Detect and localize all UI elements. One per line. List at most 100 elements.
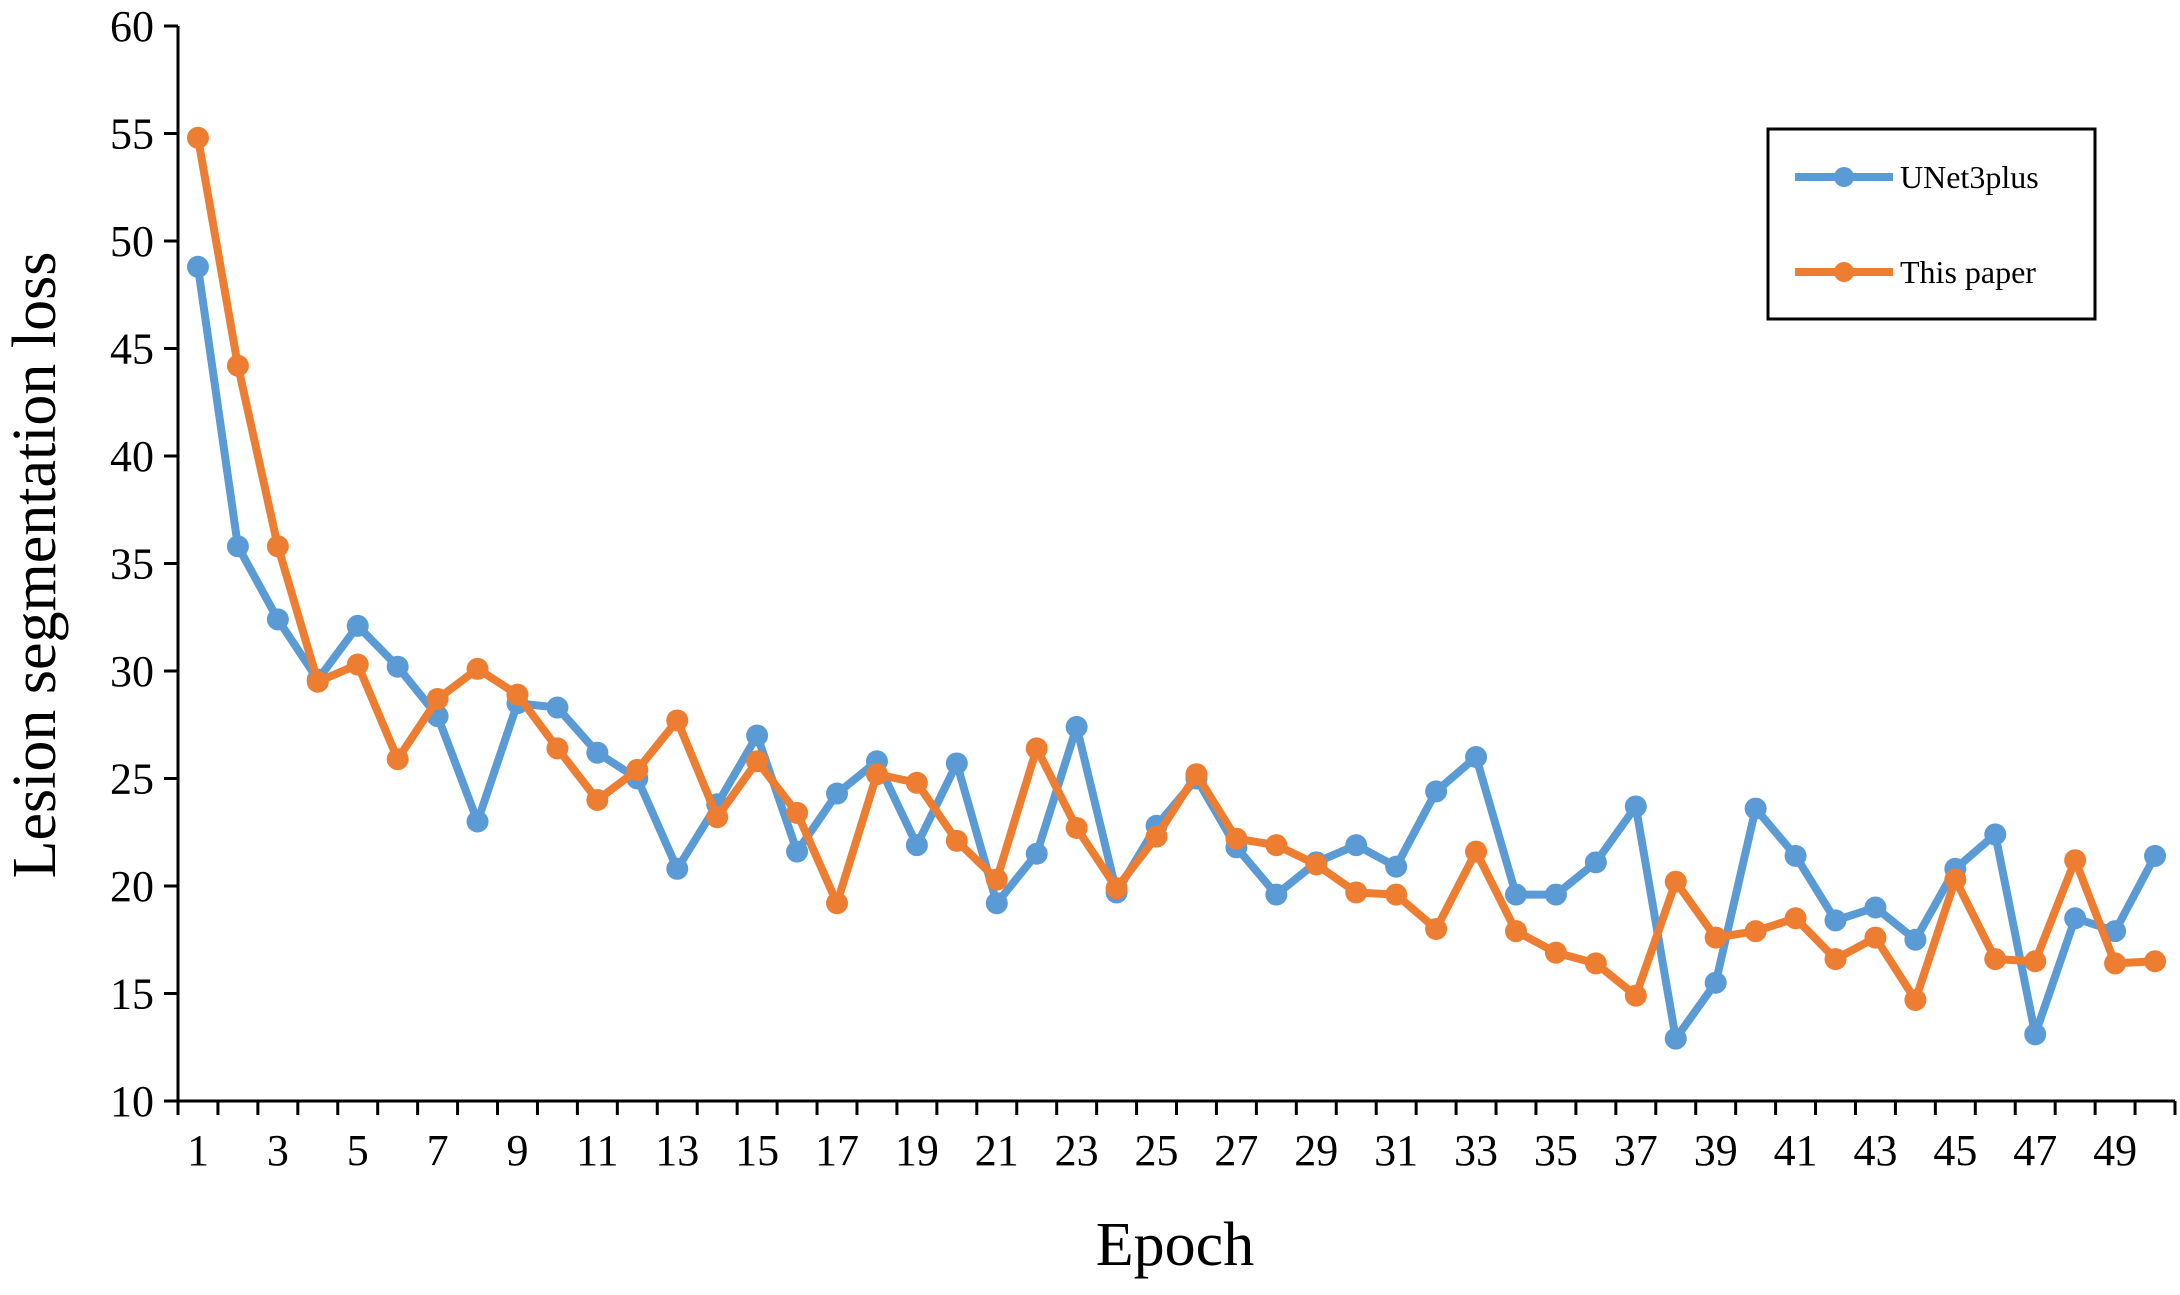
x-tick-label: 39 xyxy=(1694,1126,1738,1175)
y-tick-label: 10 xyxy=(110,1077,154,1126)
data-point-this-paper xyxy=(1265,834,1288,857)
data-point-this-paper xyxy=(226,354,249,377)
data-point-this-paper xyxy=(306,670,329,693)
data-point-this-paper xyxy=(1465,840,1488,863)
data-point-this-paper xyxy=(1824,948,1847,971)
data-point-this-paper xyxy=(386,748,409,771)
data-point-this-paper xyxy=(1385,883,1408,906)
x-tick-label: 25 xyxy=(1135,1126,1179,1175)
data-point-this-paper xyxy=(426,687,449,710)
x-tick-label: 37 xyxy=(1614,1126,1658,1175)
x-tick-label: 19 xyxy=(895,1126,939,1175)
data-point-this-paper xyxy=(865,763,888,786)
data-point-this-paper xyxy=(466,657,489,680)
data-point-unet3plus xyxy=(386,655,409,678)
x-tick-label: 1 xyxy=(187,1126,209,1175)
data-point-this-paper xyxy=(1664,870,1687,893)
x-tick-label: 7 xyxy=(427,1126,449,1175)
data-point-unet3plus xyxy=(186,255,209,278)
data-point-unet3plus xyxy=(1904,928,1927,951)
x-axis-title: Epoch xyxy=(1096,1211,1254,1279)
legend-marker-unet3plus xyxy=(1834,167,1854,187)
x-tick-label: 29 xyxy=(1294,1126,1338,1175)
x-tick-label: 21 xyxy=(975,1126,1019,1175)
data-point-unet3plus xyxy=(746,724,769,747)
x-tick-label: 13 xyxy=(655,1126,699,1175)
data-point-this-paper xyxy=(2144,950,2167,973)
data-point-this-paper xyxy=(1584,952,1607,975)
data-point-this-paper xyxy=(1425,918,1448,940)
series-this-paper xyxy=(186,126,2167,1011)
data-point-this-paper xyxy=(1145,825,1168,848)
y-tick-label: 35 xyxy=(110,540,154,589)
data-point-this-paper xyxy=(1984,948,2007,971)
data-point-unet3plus xyxy=(226,535,249,558)
x-tick-label: 47 xyxy=(2013,1126,2057,1175)
data-point-this-paper xyxy=(945,829,968,852)
data-point-this-paper xyxy=(1864,926,1887,949)
y-tick-label: 25 xyxy=(110,755,154,804)
x-tick-label: 33 xyxy=(1454,1126,1498,1175)
y-tick-label: 60 xyxy=(110,2,154,51)
data-point-this-paper xyxy=(1744,920,1767,943)
data-point-unet3plus xyxy=(985,892,1008,915)
series-layer xyxy=(186,126,2167,1050)
data-point-this-paper xyxy=(506,683,529,706)
series-line-unet3plus xyxy=(193,262,2160,1043)
data-point-this-paper xyxy=(985,868,1008,891)
data-point-this-paper xyxy=(586,789,609,811)
y-tick-label: 45 xyxy=(110,325,154,374)
data-point-this-paper xyxy=(1345,881,1368,904)
y-tick-label: 30 xyxy=(110,647,154,696)
data-point-this-paper xyxy=(1624,984,1647,1007)
data-point-this-paper xyxy=(346,653,369,676)
data-point-this-paper xyxy=(706,806,729,829)
data-point-this-paper xyxy=(666,709,689,732)
x-tick-label: 27 xyxy=(1214,1126,1258,1175)
y-axis-ticks: 10 15 20 25 30 35 40 45 50 55 60 xyxy=(110,2,178,1126)
data-point-this-paper xyxy=(1784,907,1807,930)
data-point-this-paper xyxy=(2064,849,2087,872)
data-point-unet3plus xyxy=(586,741,609,764)
x-tick-label: 15 xyxy=(735,1126,779,1175)
data-point-unet3plus xyxy=(1385,855,1408,878)
data-point-this-paper xyxy=(786,801,809,824)
data-point-this-paper xyxy=(1904,988,1927,1011)
x-tick-label: 5 xyxy=(347,1126,369,1175)
legend-label-this-paper: This paper xyxy=(1900,254,2036,290)
data-point-this-paper xyxy=(2104,952,2127,975)
x-tick-label: 11 xyxy=(576,1126,618,1175)
data-point-unet3plus xyxy=(2104,920,2127,943)
data-point-unet3plus xyxy=(546,696,569,719)
data-point-unet3plus xyxy=(1584,851,1607,874)
data-point-unet3plus xyxy=(1624,795,1647,818)
data-point-this-paper xyxy=(186,126,209,149)
data-point-unet3plus xyxy=(1065,715,1088,738)
y-axis-title: Lesion segmentation loss xyxy=(1,252,69,879)
data-point-this-paper xyxy=(1704,926,1727,949)
y-tick-label: 15 xyxy=(110,970,154,1019)
data-point-unet3plus xyxy=(266,608,289,631)
data-point-this-paper xyxy=(1305,853,1328,876)
x-tick-label: 3 xyxy=(267,1126,289,1175)
data-point-this-paper xyxy=(546,737,569,760)
data-point-unet3plus xyxy=(2064,907,2087,930)
data-point-unet3plus xyxy=(1784,844,1807,867)
legend-marker-this-paper xyxy=(1834,262,1854,282)
y-tick-label: 40 xyxy=(110,432,154,481)
data-point-this-paper xyxy=(2024,950,2047,973)
x-tick-label: 43 xyxy=(1853,1126,1897,1175)
y-tick-label: 20 xyxy=(110,862,154,911)
data-point-this-paper xyxy=(266,535,289,558)
data-point-unet3plus xyxy=(1744,797,1767,820)
data-point-unet3plus xyxy=(1504,883,1527,906)
x-tick-label: 23 xyxy=(1055,1126,1099,1175)
legend-box xyxy=(1766,127,2097,321)
data-point-unet3plus xyxy=(1664,1027,1687,1050)
data-point-this-paper xyxy=(1225,827,1248,850)
data-point-unet3plus xyxy=(466,810,489,833)
data-point-unet3plus xyxy=(1984,823,2007,846)
data-point-unet3plus xyxy=(1425,780,1448,803)
data-point-unet3plus xyxy=(666,857,689,880)
